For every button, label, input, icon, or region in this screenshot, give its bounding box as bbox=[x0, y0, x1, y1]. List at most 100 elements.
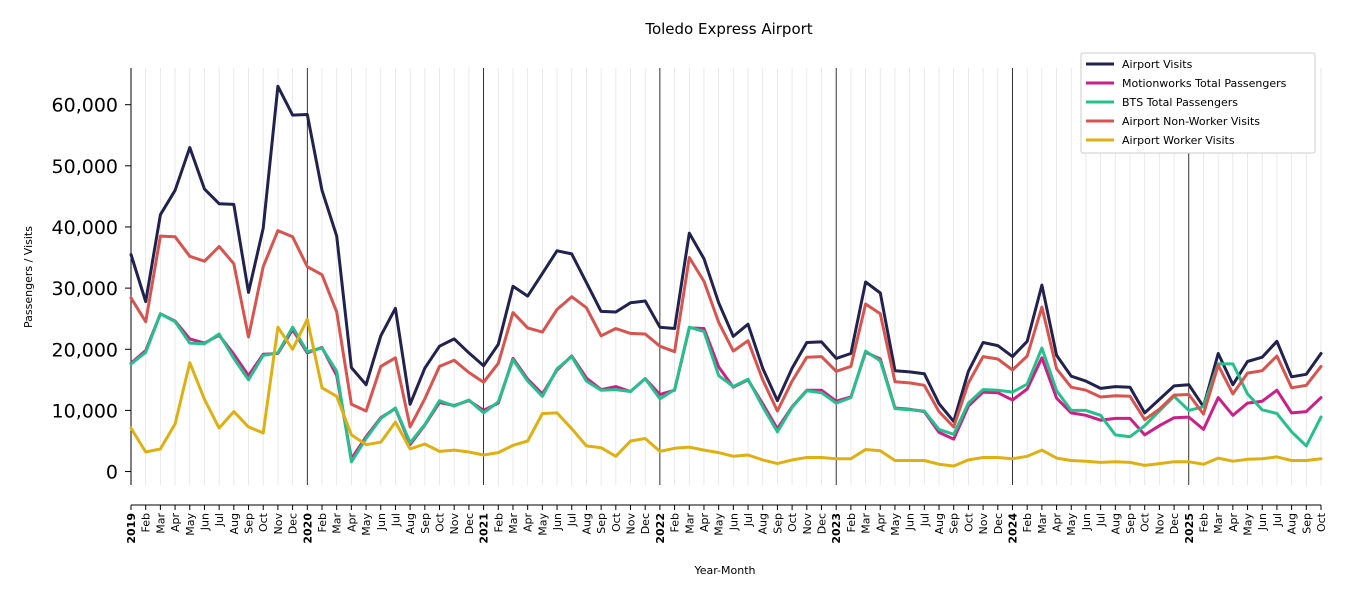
x-tick-label-month: Nov bbox=[977, 513, 990, 535]
x-tick-label-month: Mar bbox=[507, 513, 520, 534]
x-tick-label-month: Apr bbox=[522, 513, 535, 533]
x-tick-label-month: Jul bbox=[566, 513, 579, 527]
y-tick-label: 40,000 bbox=[52, 217, 118, 239]
x-tick-label-year: 2023 bbox=[830, 513, 843, 544]
x-tick-label-month: Sep bbox=[595, 513, 608, 534]
legend-label: Motionworks Total Passengers bbox=[1122, 77, 1287, 90]
x-tick-label-year: 2020 bbox=[301, 513, 314, 544]
x-tick-label-month: Oct bbox=[434, 512, 447, 532]
x-tick-label-month: Aug bbox=[1109, 513, 1122, 534]
x-tick-label-month: Feb bbox=[492, 513, 505, 532]
x-tick-label-month: Apr bbox=[169, 513, 182, 533]
x-tick-label-month: Jun bbox=[375, 513, 388, 531]
x-tick-label-year: 2022 bbox=[654, 513, 667, 544]
x-tick-label-month: Feb bbox=[140, 513, 153, 532]
x-tick-label-month: Jul bbox=[918, 513, 931, 527]
x-tick-label-month: May bbox=[184, 513, 197, 536]
x-tick-label-month: Dec bbox=[639, 513, 652, 534]
y-tick-label: 20,000 bbox=[52, 339, 118, 361]
x-tick-label-month: Jun bbox=[1080, 513, 1093, 531]
x-tick-label-month: Mar bbox=[1036, 513, 1049, 534]
x-tick-label-month: Nov bbox=[1153, 513, 1166, 535]
x-tick-label-year: 2025 bbox=[1183, 513, 1196, 544]
x-tick-label-month: Mar bbox=[154, 513, 167, 534]
x-tick-label-month: Aug bbox=[933, 513, 946, 534]
y-axis-ticks: 0 10,000 20,000 30,000 40,000 50,000 60,000 bbox=[52, 95, 131, 484]
x-tick-label-month: Jun bbox=[198, 513, 211, 531]
x-tick-label-month: Sep bbox=[243, 513, 256, 534]
x-tick-label-month: Oct bbox=[786, 512, 799, 532]
x-tick-label-year: 2021 bbox=[478, 513, 491, 544]
x-tick-label-month: Dec bbox=[287, 513, 300, 534]
x-tick-label-month: Apr bbox=[874, 513, 887, 533]
x-tick-label-month: Dec bbox=[463, 513, 476, 534]
x-tick-label-month: May bbox=[713, 513, 726, 536]
x-tick-label-month: Apr bbox=[698, 513, 711, 533]
x-tick-label-month: Jun bbox=[551, 513, 564, 531]
x-tick-label-month: Aug bbox=[757, 513, 770, 534]
series-line-airport-worker-visits bbox=[129, 317, 1323, 468]
y-axis-label: Passengers / Visits bbox=[22, 226, 35, 328]
series-line-airport-visits bbox=[129, 84, 1323, 423]
x-tick-label-month: Mar bbox=[1212, 513, 1225, 534]
series-lines bbox=[129, 84, 1323, 468]
x-tick-label-month: Mar bbox=[331, 513, 344, 534]
x-tick-label-month: Feb bbox=[1197, 513, 1210, 532]
series-line-airport-non-worker-visits bbox=[129, 229, 1323, 429]
x-tick-label-month: Sep bbox=[1124, 513, 1137, 534]
x-tick-label-month: Feb bbox=[316, 513, 329, 532]
x-tick-label-month: Jun bbox=[904, 513, 917, 531]
x-tick-label-month: Jun bbox=[1256, 513, 1269, 531]
x-axis-label: Year-Month bbox=[693, 564, 755, 577]
y-tick-label: 50,000 bbox=[52, 156, 118, 178]
x-tick-label-year: 2019 bbox=[125, 513, 138, 544]
x-tick-label-month: May bbox=[1242, 513, 1255, 536]
x-tick-label-month: Apr bbox=[1227, 513, 1240, 533]
x-tick-label-month: Mar bbox=[860, 513, 873, 534]
y-tick-label: 10,000 bbox=[52, 400, 118, 422]
x-tick-label-month: Aug bbox=[228, 513, 241, 534]
x-tick-label-month: Mar bbox=[683, 513, 696, 534]
x-tick-label-month: Oct bbox=[1139, 512, 1152, 532]
x-tick-label-month: Sep bbox=[948, 513, 961, 534]
x-tick-label-month: Jul bbox=[742, 513, 755, 527]
legend-label: BTS Total Passengers bbox=[1122, 96, 1238, 109]
x-tick-label-month: Dec bbox=[815, 513, 828, 534]
x-tick-label-month: May bbox=[1065, 513, 1078, 536]
x-tick-label-month: Feb bbox=[669, 513, 682, 532]
x-tick-label-month: May bbox=[360, 513, 373, 536]
x-tick-label-month: May bbox=[536, 513, 549, 536]
y-tick-label: 60,000 bbox=[52, 95, 118, 117]
x-tick-label-month: Aug bbox=[1286, 513, 1299, 534]
x-tick-label-month: Jul bbox=[1271, 513, 1284, 527]
y-tick-label: 30,000 bbox=[52, 278, 118, 300]
x-tick-label-month: Sep bbox=[1300, 513, 1313, 534]
x-tick-label-month: May bbox=[889, 513, 902, 536]
legend-label: Airport Visits bbox=[1122, 58, 1193, 71]
x-axis-ticks: 2019 Feb Mar Apr May Jun Jul Aug Sep Oct Nov Dec 202… bbox=[125, 505, 1328, 544]
x-tick-label-month: Jul bbox=[213, 513, 226, 527]
x-tick-label-year: 2024 bbox=[1006, 513, 1019, 544]
series-line-bts-total-passengers bbox=[129, 312, 1323, 464]
x-tick-label-month: Oct bbox=[610, 512, 623, 532]
legend-label: Airport Worker Visits bbox=[1122, 134, 1235, 147]
x-tick-label-month: Jul bbox=[389, 513, 402, 527]
y-tick-label: 0 bbox=[106, 462, 118, 484]
x-tick-label-month: Oct bbox=[962, 512, 975, 532]
legend: Airport Visits Motionworks Total Passenge… bbox=[1080, 52, 1316, 154]
x-tick-label-month: Nov bbox=[625, 513, 638, 535]
x-tick-label-month: Feb bbox=[845, 513, 858, 532]
x-tick-label-month: Nov bbox=[448, 513, 461, 535]
x-tick-label-month: Dec bbox=[1168, 513, 1181, 534]
x-tick-label-month: Dec bbox=[992, 513, 1005, 534]
x-tick-label-month: Apr bbox=[1051, 513, 1064, 533]
x-tick-label-month: Sep bbox=[771, 513, 784, 534]
x-tick-label-month: Jul bbox=[1095, 513, 1108, 527]
x-tick-label-month: Nov bbox=[801, 513, 814, 535]
x-tick-label-month: Jun bbox=[727, 513, 740, 531]
x-tick-label-month: Sep bbox=[419, 513, 432, 534]
x-tick-label-month: Aug bbox=[404, 513, 417, 534]
legend-label: Airport Non-Worker Visits bbox=[1122, 115, 1260, 128]
axes bbox=[130, 68, 1321, 506]
